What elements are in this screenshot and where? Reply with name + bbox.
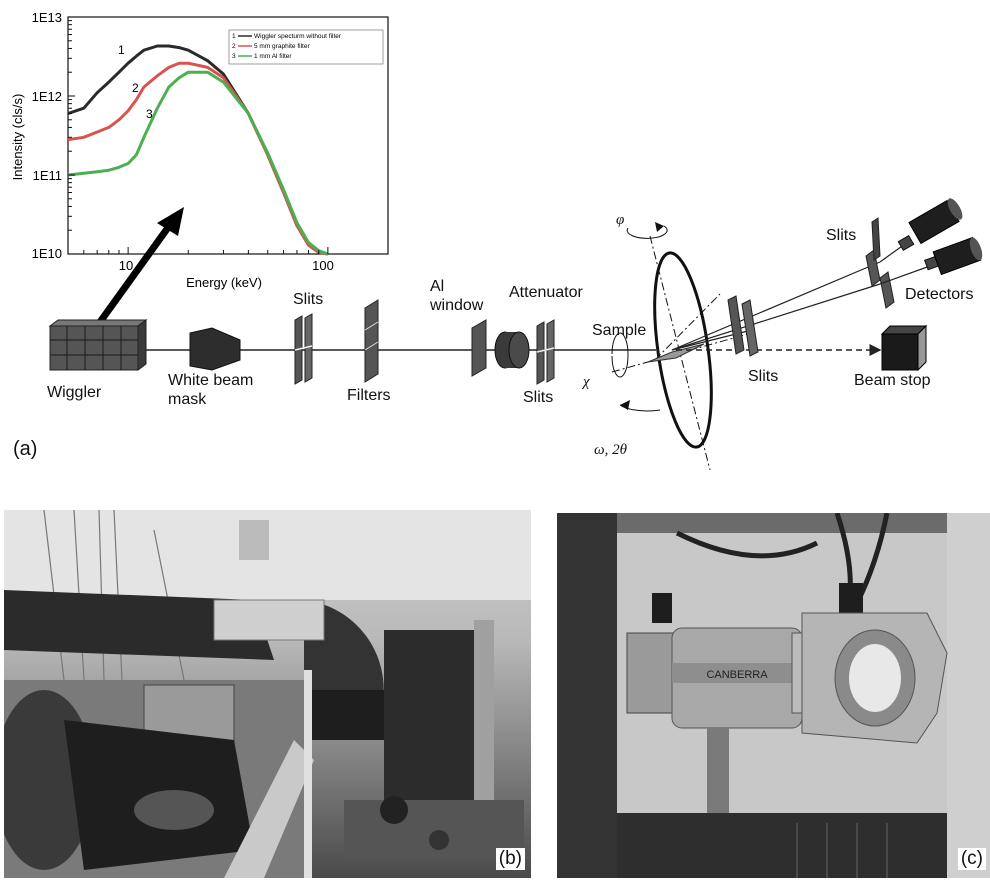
slits-4-shape	[865, 217, 895, 309]
legend-label: 1 mm Al filter	[254, 53, 292, 60]
curve-number-3: 3	[146, 107, 153, 121]
legend-label: Wiggler specturm without filter	[254, 33, 342, 40]
spectrum-arrow	[97, 207, 184, 325]
wiggler-magnet	[48, 319, 148, 371]
white-beam-mask	[189, 327, 241, 371]
curve-number-1: 1	[118, 43, 125, 57]
plot-curves	[67, 44, 329, 256]
slits-2-shape	[536, 319, 555, 385]
photo-c-brand-text: CANBERRA	[706, 669, 768, 681]
beamline-schematic	[48, 198, 983, 470]
label-slits-4: Slits	[826, 227, 857, 244]
sample-shape	[647, 343, 705, 363]
photo-b-illustration	[4, 510, 531, 878]
slits-1-shape	[294, 313, 313, 385]
beam-stop-shape	[880, 324, 928, 372]
attenuator-shape	[494, 331, 530, 369]
x-tick-label: 10	[119, 258, 133, 273]
slits-3-shape	[727, 295, 759, 357]
panel-label-a: (a)	[13, 438, 38, 460]
panel-label-c: (c)	[957, 848, 986, 870]
legend-label: 5 mm graphite filter	[254, 43, 310, 50]
plot-legend: 1 Wiggler specturm without filter 2 5 mm…	[228, 29, 384, 65]
filters-shape	[364, 299, 379, 383]
label-chi: χ	[583, 374, 590, 390]
photo-c-detectors: CANBERRA (c)	[557, 513, 990, 878]
label-wiggler: Wiggler	[47, 384, 102, 401]
legend-num: 1	[232, 33, 236, 40]
plot-ticks	[67, 16, 389, 255]
label-beam-stop: Beam stop	[854, 372, 931, 389]
label-detectors: Detectors	[905, 286, 974, 303]
label-omega-2theta: ω, 2θ	[594, 442, 627, 458]
photo-c-illustration: CANBERRA	[557, 513, 990, 878]
photo-b-beamline: (b)	[4, 510, 531, 878]
label-white-beam-mask: White beam mask	[168, 372, 254, 408]
legend-num: 3	[232, 53, 236, 60]
y-tick-label: 1E13	[32, 10, 62, 25]
curve-number-2: 2	[132, 81, 139, 95]
diffracted-beams	[671, 261, 881, 351]
y-axis-label: Intensity (cls/s)	[10, 94, 25, 181]
detector-upper	[879, 198, 963, 263]
legend-num: 2	[232, 43, 236, 50]
y-tick-label: 1E12	[32, 89, 62, 104]
x-axis-label: Energy (keV)	[186, 275, 262, 290]
label-al-window: Al window	[430, 278, 484, 314]
x-tick-label: 100	[312, 258, 334, 273]
label-phi: φ	[616, 212, 625, 228]
spectrum-plot: 1E13 1E12 1E11 1E10 10 100 Energy (keV) …	[0, 0, 390, 300]
spectrum-plot-svg: 1E13 1E12 1E11 1E10 10 100 Energy (keV) …	[10, 10, 389, 290]
label-slits-3: Slits	[748, 368, 779, 385]
label-slits-1: Slits	[293, 291, 324, 308]
detector-lower	[879, 236, 983, 285]
y-tick-label: 1E10	[32, 246, 62, 261]
label-attenuator: Attenuator	[509, 284, 583, 301]
goniometer	[611, 222, 756, 470]
al-window-shape	[471, 319, 487, 377]
label-filters: Filters	[347, 387, 391, 404]
label-slits-2: Slits	[523, 389, 554, 406]
spectrum-curve-3	[67, 70, 329, 256]
label-sample: Sample	[592, 322, 647, 339]
y-tick-label: 1E11	[33, 168, 62, 183]
panel-label-b: (b)	[495, 848, 525, 870]
